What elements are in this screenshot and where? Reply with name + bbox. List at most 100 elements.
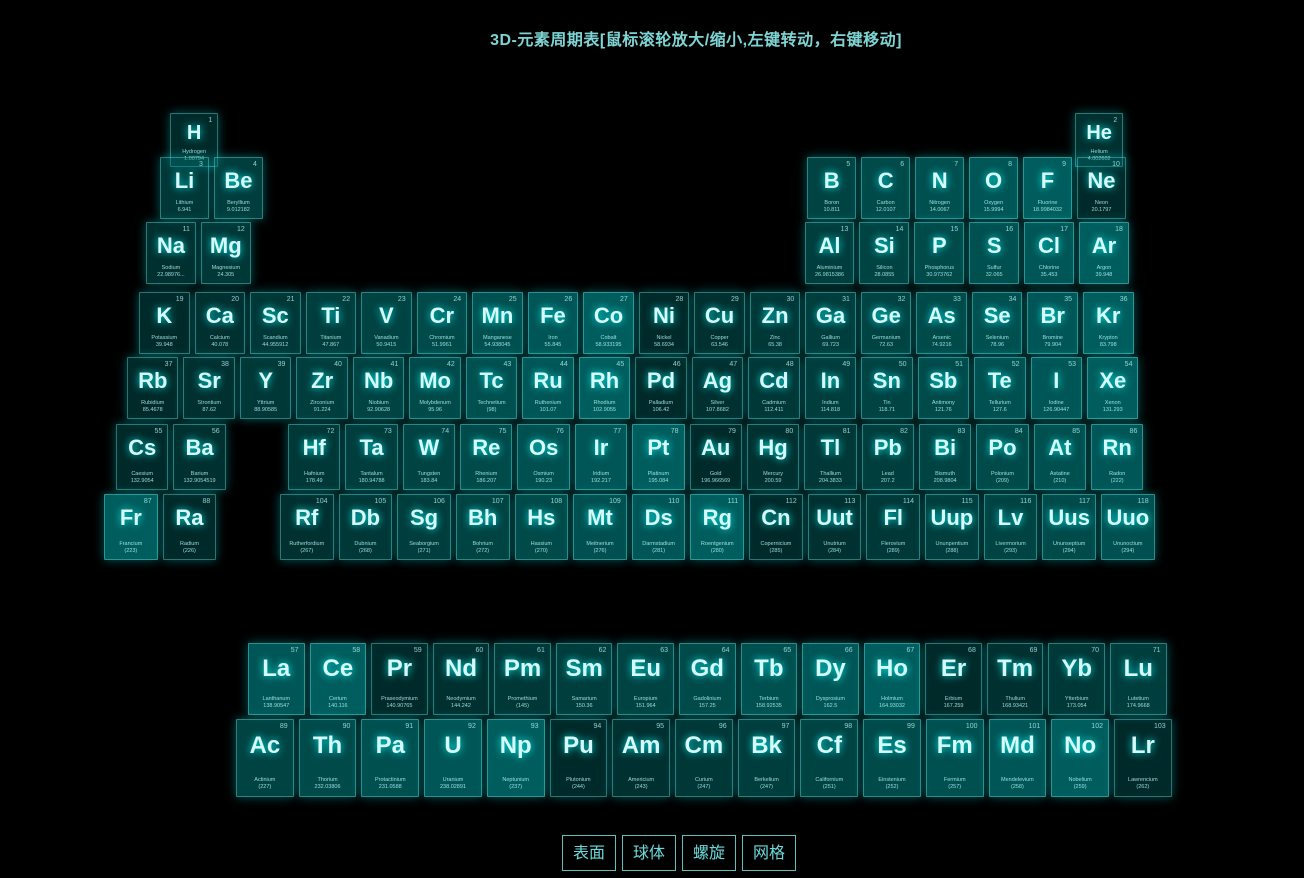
element-cd[interactable]: 48 Cd Cadmium 112.411 xyxy=(748,357,800,419)
element-at[interactable]: 85 At Astatine (210) xyxy=(1033,424,1086,490)
element-th[interactable]: 90 Th Thorium 232.03806 xyxy=(298,719,357,797)
element-np[interactable]: 93 Np Neptunium (237) xyxy=(486,719,545,797)
element-ca[interactable]: 20 Ca Calcium 40.078 xyxy=(194,292,246,354)
element-ir[interactable]: 77 Ir Iridium 192.217 xyxy=(574,424,628,490)
element-f[interactable]: 9 F Fluorine 18.9984032 xyxy=(1023,157,1072,219)
element-lu[interactable]: 71 Lu Lutetium 174.9668 xyxy=(1110,643,1167,715)
element-ra[interactable]: 88 Ra Radium (226) xyxy=(162,494,217,560)
element-es[interactable]: 99 Es Einstenium (252) xyxy=(863,719,921,797)
element-he[interactable]: 2 He Helium 4.002602 xyxy=(1075,113,1124,167)
element-cs[interactable]: 55 Cs Caesium 132.9054 xyxy=(116,424,169,490)
element-tb[interactable]: 65 Tb Terbium 158.92535 xyxy=(740,643,798,715)
element-nb[interactable]: 41 Nb Niobium 92.90628 xyxy=(352,357,405,419)
element-fm[interactable]: 100 Fm Fermium (257) xyxy=(925,719,984,797)
element-pa[interactable]: 91 Pa Protactinium 231.0588 xyxy=(361,719,420,797)
sphere-view-button[interactable]: 球体 xyxy=(622,835,677,871)
element-eu[interactable]: 63 Eu Europium 151.964 xyxy=(617,643,674,715)
element-os[interactable]: 76 Os Osmium 190.23 xyxy=(517,424,570,490)
element-cm[interactable]: 96 Cm Curium (247) xyxy=(675,719,733,797)
element-sm[interactable]: 62 Sm Samarium 150.36 xyxy=(555,643,613,715)
element-cl[interactable]: 17 Cl Chlorine 35.453 xyxy=(1024,222,1074,284)
element-ni[interactable]: 28 Ni Nickel 58.6934 xyxy=(638,292,690,354)
element-mo[interactable]: 42 Mo Molybdenum 95.96 xyxy=(409,357,461,419)
element-sr[interactable]: 38 Sr Strontium 87.62 xyxy=(183,357,235,419)
element-ru[interactable]: 44 Ru Ruthenium 101.07 xyxy=(522,357,574,419)
element-ti[interactable]: 22 Ti Titanium 47.867 xyxy=(305,292,357,354)
element-pm[interactable]: 61 Pm Promethium (145) xyxy=(494,643,551,715)
element-au[interactable]: 79 Au Gold 196.966569 xyxy=(689,424,742,490)
element-uus[interactable]: 117 Uus Ununseptium (294) xyxy=(1042,494,1096,560)
element-ta[interactable]: 73 Ta Tantalum 180.94788 xyxy=(345,424,398,490)
element-md[interactable]: 101 Md Mendelevium (258) xyxy=(988,719,1047,797)
element-i[interactable]: 53 I Iodine 126.90447 xyxy=(1030,357,1082,419)
element-bk[interactable]: 97 Bk Berkelium (247) xyxy=(737,719,796,797)
grid-view-button[interactable]: 网格 xyxy=(742,835,797,871)
element-sb[interactable]: 51 Sb Antimony 121.76 xyxy=(917,357,970,419)
element-xe[interactable]: 54 Xe Xenon 131.293 xyxy=(1087,357,1139,419)
element-hs[interactable]: 108 Hs Hassium (270) xyxy=(514,494,569,560)
element-pd[interactable]: 46 Pd Palladium 106.42 xyxy=(635,357,687,419)
element-b[interactable]: 5 B Boron 10.811 xyxy=(807,157,857,219)
element-v[interactable]: 23 V Vanadium 50.9415 xyxy=(361,292,412,354)
element-mg[interactable]: 12 Mg Magnesium 24.305 xyxy=(200,222,251,284)
element-db[interactable]: 105 Db Dubnium (268) xyxy=(338,494,393,560)
element-h[interactable]: 1 H Hydrogen 1.00794 xyxy=(170,113,219,167)
element-cn[interactable]: 112 Cn Copernicium (285) xyxy=(749,494,803,560)
element-in[interactable]: 49 In Indium 114.818 xyxy=(804,357,857,419)
element-p[interactable]: 15 P Phosphorus 30.973762 xyxy=(914,222,965,284)
element-sg[interactable]: 106 Sg Seaborgium (271) xyxy=(397,494,451,560)
element-rh[interactable]: 45 Rh Rhodium 102.9055 xyxy=(578,357,631,419)
element-la[interactable]: 57 La Lanthanum 138.90547 xyxy=(248,643,305,715)
element-po[interactable]: 84 Po Polonium (209) xyxy=(976,424,1029,490)
element-y[interactable]: 39 Y Yttrium 88.90585 xyxy=(239,357,292,419)
element-ag[interactable]: 47 Ag Silver 107.8682 xyxy=(691,357,744,419)
element-ce[interactable]: 58 Ce Cerium 140.116 xyxy=(309,643,367,715)
element-hf[interactable]: 72 Hf Hafnium 178.49 xyxy=(288,424,341,490)
element-lr[interactable]: 103 Lr Lawrencium (262) xyxy=(1114,719,1172,797)
element-cr[interactable]: 24 Cr Chromium 51.9961 xyxy=(416,292,468,354)
element-w[interactable]: 74 W Tungsten 183.84 xyxy=(402,424,456,490)
element-rg[interactable]: 111 Rg Roentgenium (280) xyxy=(690,494,745,560)
element-ds[interactable]: 110 Ds Darmstadium (281) xyxy=(631,494,686,560)
element-cf[interactable]: 98 Cf Californium (251) xyxy=(800,719,859,797)
element-ba[interactable]: 56 Ba Barium 132.9054519 xyxy=(173,424,226,490)
element-er[interactable]: 68 Er Erbium 167.259 xyxy=(925,643,982,715)
element-s[interactable]: 16 S Sulfur 32.065 xyxy=(969,222,1020,284)
element-re[interactable]: 75 Re Rhenium 186.207 xyxy=(460,424,513,490)
element-al[interactable]: 13 Al Aluminium 26.9815386 xyxy=(804,222,855,284)
element-pt[interactable]: 78 Pt Platinum 195.084 xyxy=(632,424,685,490)
element-k[interactable]: 19 K Potassium 39.948 xyxy=(139,292,190,354)
element-bi[interactable]: 83 Bi Bismuth 208.9804 xyxy=(918,424,972,490)
element-ac[interactable]: 89 Ac Actinium (227) xyxy=(236,719,294,797)
element-sn[interactable]: 50 Sn Tin 118.71 xyxy=(861,357,913,419)
element-mt[interactable]: 109 Mt Meitnerium (276) xyxy=(573,494,627,560)
element-pu[interactable]: 94 Pu Plutonium (244) xyxy=(549,719,608,797)
element-gd[interactable]: 64 Gd Gadolinium 157.25 xyxy=(679,643,736,715)
element-ge[interactable]: 32 Ge Germanium 72.63 xyxy=(860,292,912,354)
element-se[interactable]: 34 Se Selenium 78.96 xyxy=(971,292,1023,354)
element-no[interactable]: 102 No Nobelium (259) xyxy=(1051,719,1109,797)
element-lv[interactable]: 116 Lv Livermorium (293) xyxy=(983,494,1038,560)
element-hg[interactable]: 80 Hg Mercury 200.59 xyxy=(746,424,800,490)
element-n[interactable]: 7 N Nitrogen 14.0067 xyxy=(915,157,965,219)
element-rb[interactable]: 37 Rb Rubidium 85.4678 xyxy=(127,357,179,419)
element-fr[interactable]: 87 Fr Francium (223) xyxy=(104,494,158,560)
element-pr[interactable]: 59 Pr Praseodymium 140.90765 xyxy=(371,643,428,715)
table-view-button[interactable]: 表面 xyxy=(562,835,617,871)
element-pb[interactable]: 82 Pb Lead 207.2 xyxy=(861,424,914,490)
helix-view-button[interactable]: 螺旋 xyxy=(682,835,737,871)
element-u[interactable]: 92 U Uranium 238.02891 xyxy=(424,719,482,797)
element-mn[interactable]: 25 Mn Manganese 54.938045 xyxy=(472,292,523,354)
element-yb[interactable]: 70 Yb Ytterbium 173.054 xyxy=(1048,643,1105,715)
element-tl[interactable]: 81 Tl Thallium 204.3833 xyxy=(804,424,857,490)
element-am[interactable]: 95 Am Americium (243) xyxy=(612,719,670,797)
element-si[interactable]: 14 Si Silicon 28.0855 xyxy=(859,222,910,284)
element-zn[interactable]: 30 Zn Zinc 65.38 xyxy=(749,292,801,354)
element-ho[interactable]: 67 Ho Holmium 164.93032 xyxy=(863,643,921,715)
element-c[interactable]: 6 C Carbon 12.0107 xyxy=(861,157,911,219)
element-tm[interactable]: 69 Tm Thulium 168.93421 xyxy=(986,643,1044,715)
element-uuo[interactable]: 118 Uuo Ununoctium (294) xyxy=(1101,494,1155,560)
element-zr[interactable]: 40 Zr Zirconium 91.224 xyxy=(296,357,348,419)
element-rn[interactable]: 86 Rn Radon (222) xyxy=(1091,424,1144,490)
